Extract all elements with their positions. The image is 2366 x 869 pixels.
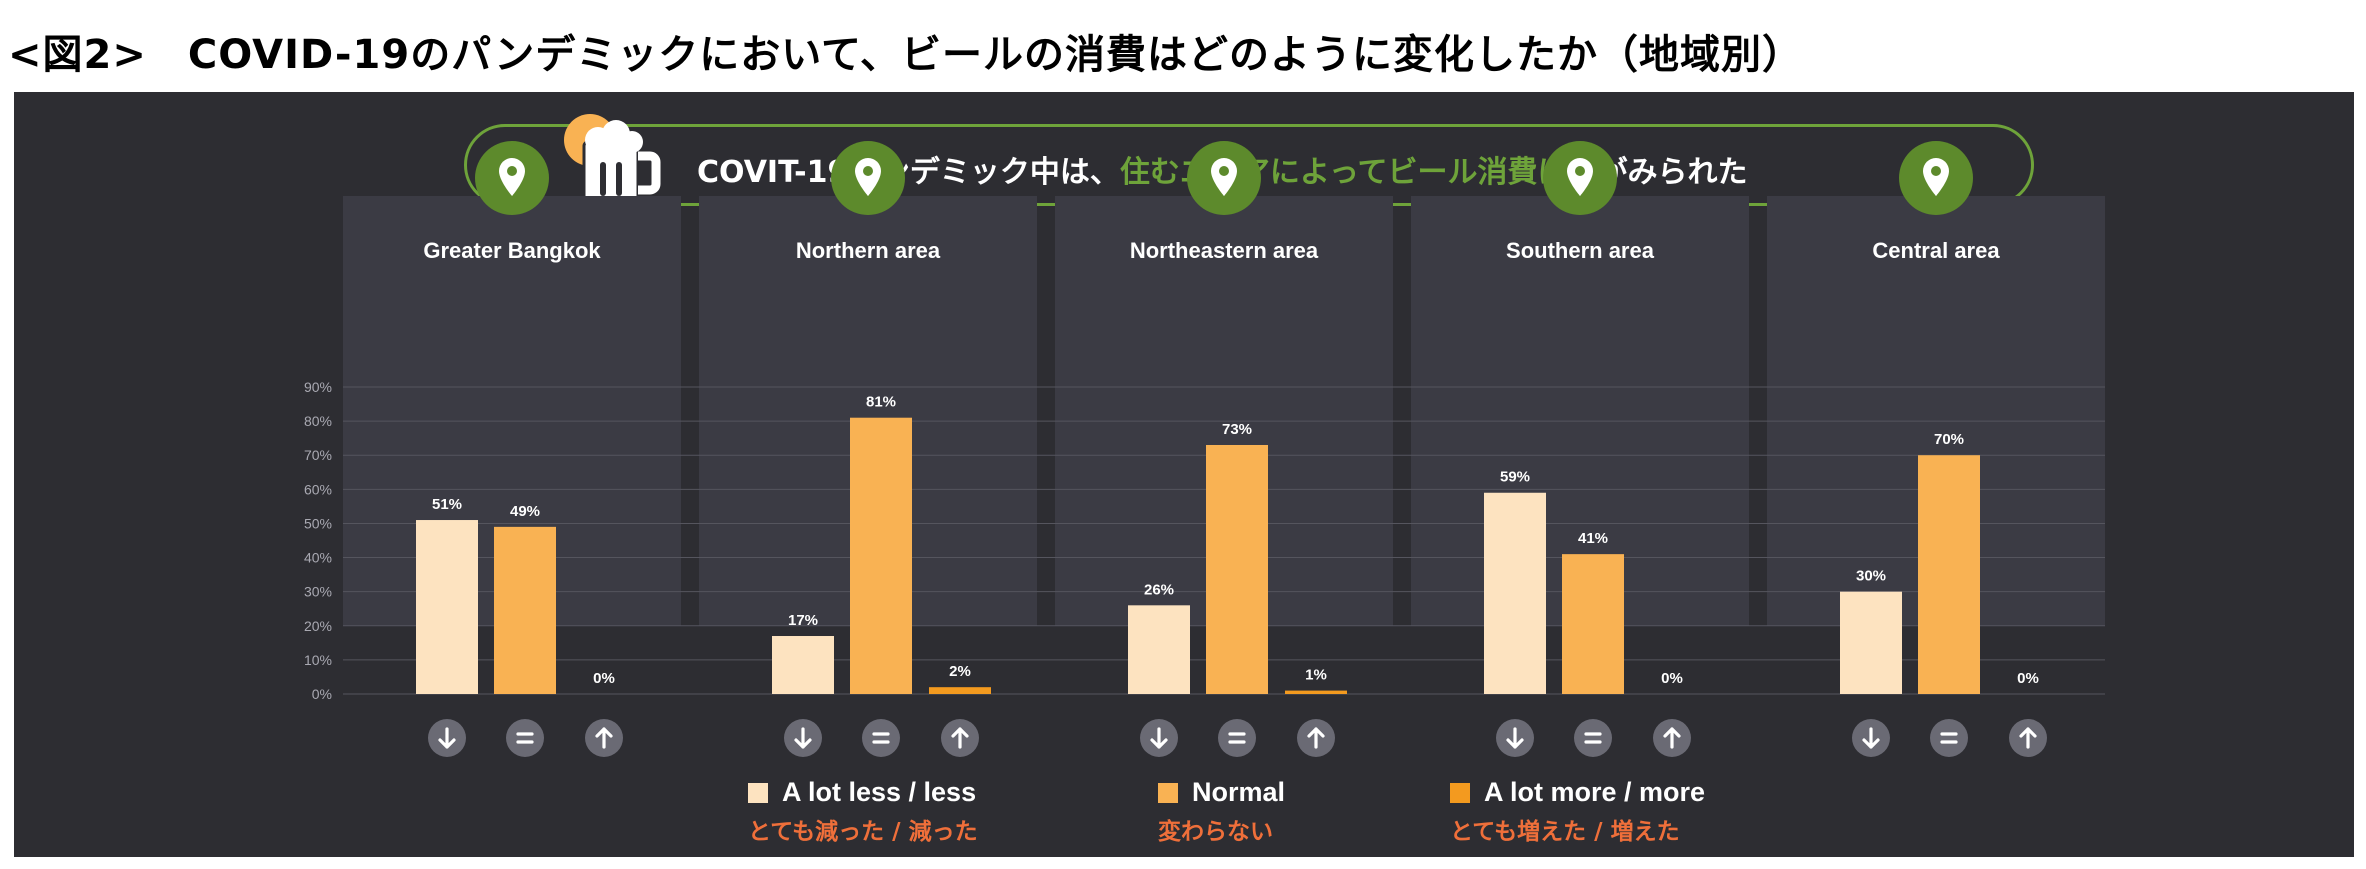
data-label: 17% bbox=[788, 612, 818, 629]
legend-label-jp: とても減った / 減った bbox=[748, 819, 978, 845]
area-title: Central area bbox=[1872, 238, 2000, 263]
down-arrow-icon bbox=[1496, 719, 1534, 757]
bar bbox=[1840, 591, 1902, 694]
bar bbox=[1128, 605, 1190, 694]
bar bbox=[929, 687, 991, 694]
data-label: 51% bbox=[432, 496, 462, 513]
y-tick-label: 40% bbox=[304, 550, 332, 566]
y-tick-label: 80% bbox=[304, 413, 332, 429]
location-pin-icon bbox=[475, 141, 549, 215]
figure-title: <図2> COVID-19のパンデミックにおいて、ビールの消費はどのように変化し… bbox=[8, 32, 1803, 78]
data-label: 49% bbox=[510, 503, 540, 520]
down-arrow-icon bbox=[428, 719, 466, 757]
data-label: 70% bbox=[1934, 431, 1964, 448]
legend-label: Normal bbox=[1192, 777, 1286, 807]
legend-item-less: A lot less / less とても減った / 減った bbox=[748, 777, 978, 846]
legend-swatch bbox=[748, 782, 768, 803]
data-label: 73% bbox=[1222, 421, 1252, 438]
equals-icon bbox=[1930, 719, 1968, 757]
y-tick-label: 50% bbox=[304, 515, 332, 531]
headline-text-before: COVIT-19パンデミック中は、 bbox=[697, 155, 1120, 190]
up-arrow-icon bbox=[1297, 719, 1335, 757]
legend-label-jp: とても増えた / 増えた bbox=[1450, 819, 1680, 845]
area-title: Northeastern area bbox=[1129, 238, 1319, 263]
legend-label: A lot more / more bbox=[1484, 777, 1706, 807]
bar bbox=[772, 636, 834, 694]
data-label: 0% bbox=[2017, 670, 2039, 687]
location-pin-icon bbox=[1543, 141, 1617, 215]
bar bbox=[850, 417, 912, 694]
equals-icon bbox=[862, 719, 900, 757]
data-label: 0% bbox=[593, 670, 615, 687]
location-pin-icon bbox=[1187, 141, 1261, 215]
bar bbox=[1206, 444, 1268, 694]
y-tick-label: 90% bbox=[304, 379, 332, 395]
data-label: 0% bbox=[1661, 670, 1683, 687]
y-tick-label: 70% bbox=[304, 447, 332, 463]
bar bbox=[1918, 455, 1980, 694]
data-label: 41% bbox=[1578, 530, 1608, 547]
y-tick-label: 0% bbox=[312, 686, 332, 702]
down-arrow-icon bbox=[784, 719, 822, 757]
headline-text-after: がみられた bbox=[1597, 155, 1748, 190]
legend-swatch bbox=[1450, 782, 1470, 803]
data-label: 2% bbox=[949, 663, 971, 680]
legend-swatch bbox=[1158, 782, 1178, 803]
equals-icon bbox=[1218, 719, 1256, 757]
down-arrow-icon bbox=[1852, 719, 1890, 757]
data-label: 59% bbox=[1500, 469, 1530, 486]
beer-mug-icon bbox=[564, 114, 661, 206]
legend-label: A lot less / less bbox=[782, 777, 977, 807]
data-label: 26% bbox=[1144, 581, 1174, 598]
area-title: Greater Bangkok bbox=[423, 238, 601, 263]
up-arrow-icon bbox=[2009, 719, 2047, 757]
area-title: Northern area bbox=[795, 238, 941, 263]
y-tick-label: 30% bbox=[304, 584, 332, 600]
bar bbox=[494, 526, 556, 694]
location-pin-icon bbox=[1899, 141, 1973, 215]
equals-icon bbox=[506, 719, 544, 757]
bar bbox=[1562, 554, 1624, 694]
up-arrow-icon bbox=[585, 719, 623, 757]
bar bbox=[1285, 690, 1347, 694]
bar bbox=[416, 520, 478, 694]
legend-label-jp: 変わらない bbox=[1158, 819, 1273, 845]
y-tick-label: 20% bbox=[304, 618, 332, 634]
equals-icon bbox=[1574, 719, 1612, 757]
legend-item-more: A lot more / more とても増えた / 増えた bbox=[1450, 777, 1705, 846]
data-label: 30% bbox=[1856, 568, 1886, 585]
data-label: 1% bbox=[1305, 667, 1327, 684]
y-tick-label: 60% bbox=[304, 481, 332, 497]
down-arrow-icon bbox=[1140, 719, 1178, 757]
y-tick-label: 10% bbox=[304, 652, 332, 668]
data-label: 81% bbox=[866, 394, 896, 411]
legend-item-normal: Normal 変わらない bbox=[1158, 777, 1285, 846]
area-title: Southern area bbox=[1506, 238, 1654, 263]
up-arrow-icon bbox=[941, 719, 979, 757]
up-arrow-icon bbox=[1653, 719, 1691, 757]
location-pin-icon bbox=[831, 141, 905, 215]
bar bbox=[1484, 492, 1546, 694]
